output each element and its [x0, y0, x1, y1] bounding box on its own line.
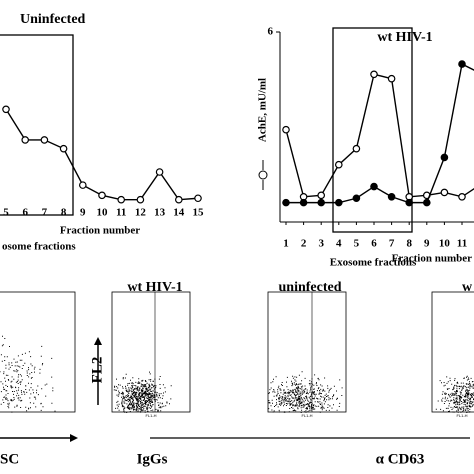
x-tick-label: 4: [336, 238, 342, 250]
data-point: [352, 144, 361, 153]
x-tick-label: 6: [371, 238, 377, 250]
legend-marker: [258, 170, 268, 180]
x-tick-label: 7: [42, 207, 48, 219]
x-tick-label: 10: [439, 238, 451, 250]
x-tick-label: 12: [135, 207, 147, 219]
data-point: [405, 198, 414, 207]
plot-frame: [267, 291, 347, 413]
x-tick-label: 10: [97, 207, 109, 219]
data-point: [458, 60, 466, 68]
arrow-head: [70, 434, 78, 442]
data-point: [422, 198, 431, 207]
x-tick-label: 3: [318, 238, 324, 250]
data-point: [175, 195, 183, 204]
x-tick-label: 5: [3, 207, 9, 219]
x-tick-label: 14: [173, 207, 185, 219]
data-point: [352, 194, 361, 203]
dot-cloud: [268, 371, 343, 413]
data-point: [136, 195, 145, 204]
data-point: [299, 198, 308, 207]
x-axis-label: IgGs: [137, 451, 168, 467]
x-tick-label: 8: [406, 238, 412, 250]
panel-title: Uninfected: [20, 12, 86, 27]
data-point: [440, 153, 449, 162]
x-axis-label: Fraction number: [392, 253, 472, 265]
data-point: [387, 74, 396, 83]
panel-title: wt HIV-1: [127, 280, 182, 295]
series-line: [5, 108, 199, 201]
panel-title: w: [462, 280, 473, 295]
data-point: [387, 192, 396, 201]
data-point: [2, 105, 10, 114]
x-axis-label: SC: [0, 451, 19, 467]
axis-label: FL1-H: [145, 413, 156, 418]
data-point: [59, 144, 68, 153]
x-axis-label: Fraction number: [60, 225, 140, 237]
panel-title: uninfected: [279, 280, 342, 295]
data-point: [79, 181, 87, 189]
data-point: [458, 192, 466, 201]
x-tick-label: 6: [22, 207, 28, 219]
y-axis-label: AchE, mU/ml: [257, 78, 269, 142]
y-tick-label: 6: [268, 26, 274, 38]
data-point: [282, 125, 290, 134]
x-tick-label: 11: [457, 238, 467, 250]
x-tick-label: 9: [424, 238, 430, 250]
region-label: osome fractions: [2, 241, 76, 253]
data-point: [21, 136, 30, 144]
x-tick-label: 1: [283, 238, 289, 250]
x-tick-label: 5: [354, 238, 360, 250]
data-point: [40, 136, 49, 144]
region-box: [0, 34, 74, 216]
plot-frame: [111, 291, 191, 413]
data-point: [282, 198, 290, 207]
data-point: [440, 188, 449, 197]
dot-cloud: [113, 371, 172, 413]
data-point: [194, 194, 202, 203]
x-tick-label: 11: [116, 207, 126, 219]
x-tick-label: 9: [80, 207, 86, 219]
plot-frame: [431, 291, 474, 413]
arrow-head: [94, 337, 102, 345]
data-point: [334, 160, 343, 169]
x-axis-label: α CD63: [376, 451, 425, 467]
data-point: [370, 182, 378, 191]
data-point: [117, 195, 126, 204]
dot-cloud: [435, 375, 474, 413]
data-point: [334, 198, 343, 207]
dot-cloud: [0, 335, 56, 413]
data-point: [370, 70, 378, 79]
data-point: [155, 168, 164, 176]
x-tick-label: 13: [154, 207, 166, 219]
axis-label: FL1-H: [456, 413, 467, 418]
axis-label: FL1-H: [301, 413, 312, 418]
series-line: [286, 63, 474, 204]
data-point: [317, 198, 326, 207]
plot-frame: [0, 291, 76, 413]
region-box: [332, 27, 413, 233]
x-tick-label: 8: [61, 207, 67, 219]
series-line: [285, 73, 474, 198]
data-point: [98, 191, 106, 200]
panel-title: wt HIV-1: [377, 30, 432, 45]
x-tick-label: 2: [301, 238, 307, 250]
region-label: Exosome fractions: [330, 257, 417, 269]
x-tick-label: 15: [193, 207, 205, 219]
x-tick-label: 7: [389, 238, 395, 250]
data-point: [317, 191, 326, 200]
